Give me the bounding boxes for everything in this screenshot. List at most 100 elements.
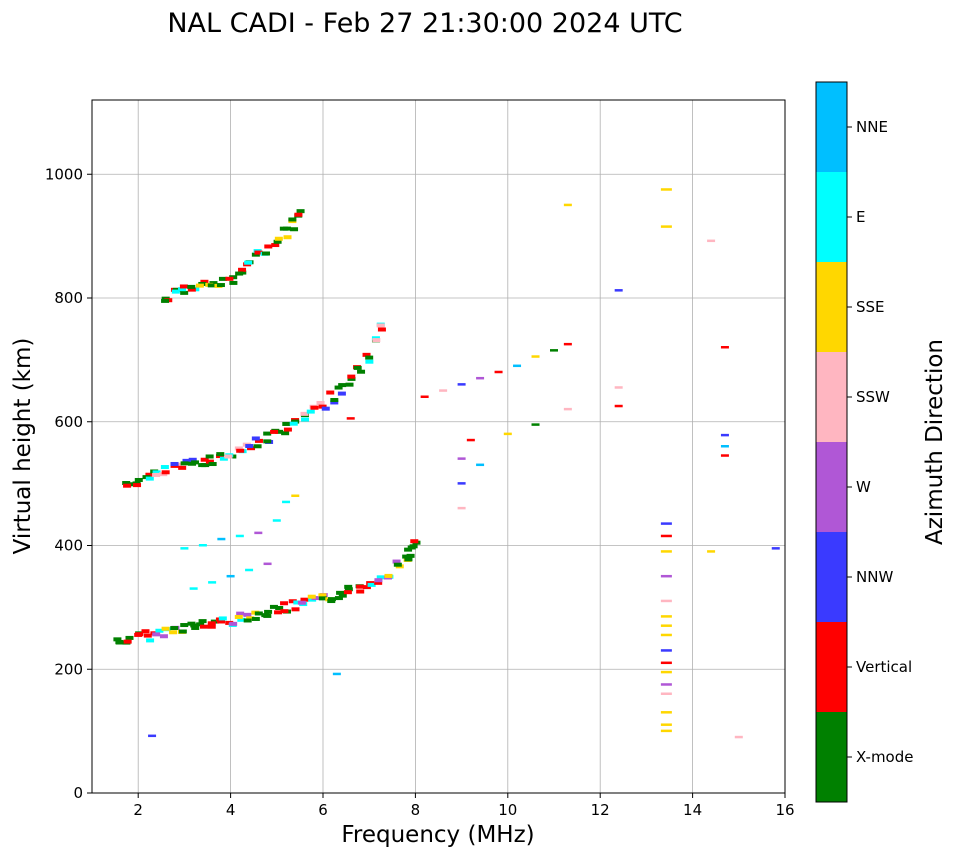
- echo-mark: [208, 462, 217, 467]
- echo-mark: [237, 617, 246, 622]
- echo-mark: [125, 635, 134, 640]
- echo-mark: [614, 386, 623, 389]
- echo-mark: [195, 283, 204, 288]
- echo-mark: [235, 534, 244, 538]
- echo-mark: [327, 599, 336, 604]
- echo-mark: [404, 557, 413, 562]
- y-axis-label: Virtual height (km): [10, 338, 36, 555]
- x-axis: 2 4 6 8 10 12 14 16: [133, 793, 795, 819]
- echo-mark: [179, 284, 188, 289]
- echo-mark: [280, 609, 289, 614]
- echo-mark: [466, 438, 475, 442]
- echo-mark: [274, 610, 283, 615]
- echo-mark: [660, 729, 672, 733]
- echo-mark: [219, 456, 228, 461]
- echo-mark: [178, 465, 187, 470]
- echo-mark: [253, 444, 262, 449]
- echo-mark: [316, 400, 325, 405]
- echo-mark: [217, 537, 226, 541]
- y-tick-label: 600: [54, 413, 83, 431]
- echo-mark: [234, 614, 243, 619]
- echo-mark: [225, 276, 234, 281]
- echo-mark: [660, 624, 672, 627]
- echo-mark: [122, 481, 131, 486]
- echo-mark: [254, 531, 263, 535]
- echo-mark: [171, 289, 180, 294]
- echo-mark: [365, 355, 374, 360]
- echo-mark: [199, 624, 208, 629]
- echo-mark: [306, 409, 315, 414]
- x-tick-label: 10: [498, 801, 517, 819]
- echo-mark: [113, 637, 122, 642]
- colorbar-swatch: [816, 712, 847, 802]
- echo-mark: [229, 621, 238, 626]
- echo-mark: [123, 483, 132, 488]
- echo-mark: [293, 600, 302, 605]
- echo-mark: [180, 547, 189, 550]
- plot-frame: [91, 99, 786, 794]
- echo-mark: [301, 417, 310, 422]
- echo-mark: [127, 482, 136, 487]
- echo-mark: [143, 633, 152, 638]
- echo-mark: [334, 385, 343, 390]
- colorbar-label: Azimuth Direction: [922, 339, 948, 545]
- echo-mark: [207, 283, 216, 288]
- echo-mark: [362, 352, 371, 357]
- echo-mark: [457, 457, 466, 460]
- echo-mark: [550, 349, 558, 352]
- echo-mark: [208, 581, 217, 584]
- echo-mark: [503, 432, 512, 436]
- echo-mark: [246, 616, 255, 621]
- echo-mark: [226, 574, 235, 578]
- echo-mark: [178, 287, 187, 292]
- echo-mark: [205, 454, 214, 459]
- echo-mark: [660, 723, 672, 726]
- echo-mark: [660, 225, 672, 228]
- echo-mark: [218, 276, 227, 281]
- echo-mark: [660, 692, 672, 695]
- echo-mark: [771, 547, 780, 550]
- echo-mark: [337, 391, 346, 396]
- echo-mark: [720, 433, 729, 437]
- echo-mark: [282, 226, 291, 231]
- echo-mark: [251, 252, 260, 257]
- echo-mark: [145, 472, 154, 477]
- echo-mark: [196, 622, 205, 627]
- echo-mark: [187, 284, 196, 289]
- x-tick-label: 4: [226, 801, 236, 819]
- echo-mark: [235, 271, 244, 276]
- echo-mark: [297, 600, 306, 605]
- echo-mark: [200, 279, 209, 284]
- echo-mark: [409, 544, 418, 549]
- echo-mark: [531, 423, 540, 426]
- echo-mark: [707, 550, 716, 553]
- echo-mark: [141, 629, 150, 634]
- echo-mark: [243, 618, 252, 623]
- echo-mark: [216, 283, 225, 288]
- colorbar-swatch: [816, 172, 847, 262]
- echo-mark: [660, 633, 672, 637]
- colorbar-swatch: [816, 622, 847, 712]
- echo-mark: [307, 594, 316, 599]
- echo-mark: [347, 376, 356, 381]
- echo-mark: [318, 593, 327, 598]
- echo-mark: [344, 587, 353, 592]
- echo-mark: [344, 584, 353, 589]
- echo-mark: [234, 446, 243, 451]
- echo-mark: [264, 244, 273, 249]
- echo-mark: [262, 251, 271, 256]
- echo-mark: [134, 477, 143, 482]
- echo-mark: [209, 281, 218, 286]
- echo-mark: [356, 584, 365, 589]
- echo-mark: [660, 550, 672, 553]
- echo-mark: [410, 539, 419, 544]
- echo-mark: [563, 342, 572, 346]
- echo-mark: [384, 573, 393, 578]
- y-axis: 0 200 400 600 800 1000: [45, 165, 92, 802]
- echo-mark: [707, 239, 716, 243]
- x-tick-label: 14: [683, 801, 702, 819]
- azimuth-colorbar: X-mode Vertical NNW W SSW SSE E NNE: [815, 81, 913, 803]
- echo-mark: [224, 454, 233, 459]
- echo-mark: [275, 605, 284, 610]
